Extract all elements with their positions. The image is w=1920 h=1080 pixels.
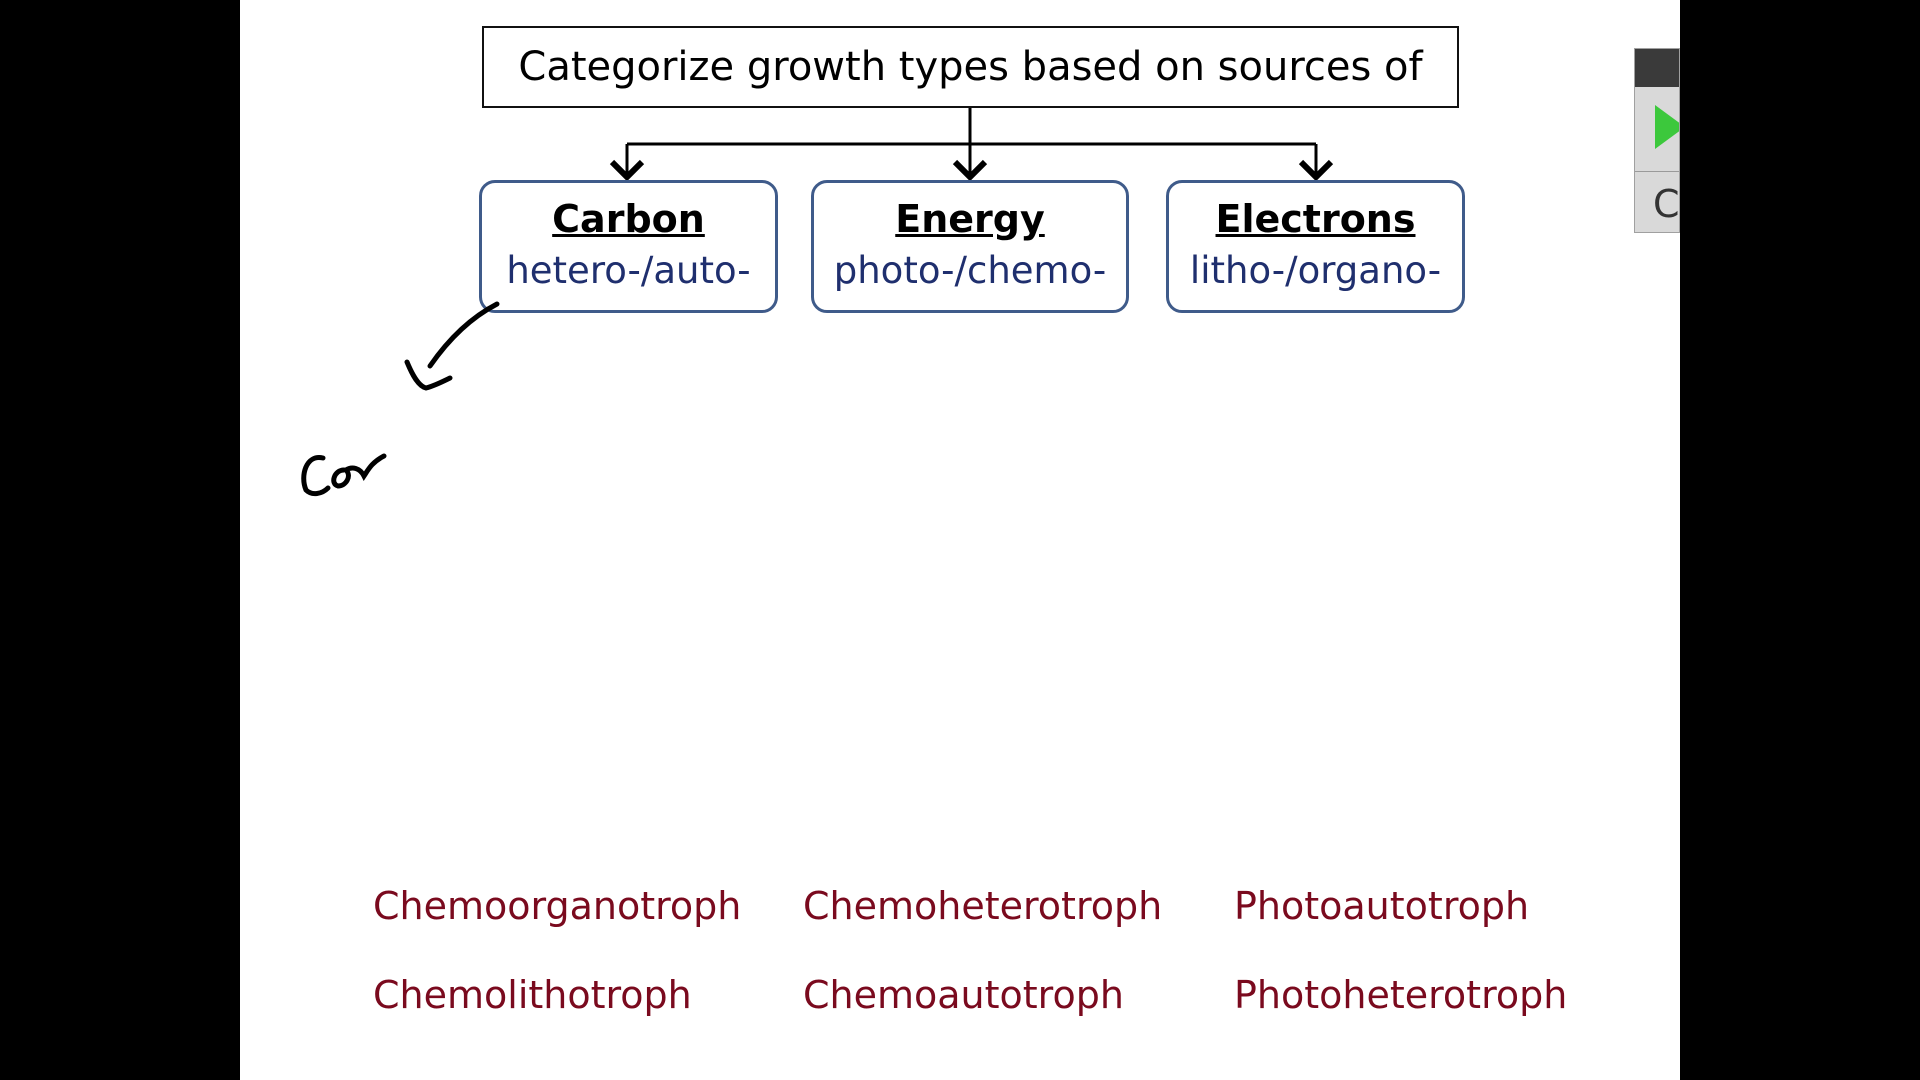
letterbox-right [1680, 0, 1920, 1080]
category-prefix-carbon: hetero-/auto- [506, 248, 751, 292]
category-name-carbon: Carbon [552, 197, 705, 241]
widget-glyph[interactable]: C [1653, 182, 1680, 226]
category-prefix-electrons: litho-/organo- [1189, 248, 1442, 292]
term-photoautotroph: Photoautotroph [1234, 884, 1530, 928]
category-box-energy: Energy photo-/chemo- [811, 180, 1129, 313]
widget-title-bar [1635, 49, 1679, 87]
category-name-energy: Energy [895, 197, 1045, 241]
widget-divider [1635, 171, 1679, 172]
term-chemoautotroph: Chemoautotroph [803, 973, 1124, 1017]
term-chemoheterotroph: Chemoheterotroph [803, 884, 1163, 928]
category-name-electrons: Electrons [1215, 197, 1416, 241]
play-icon[interactable] [1655, 105, 1679, 149]
diagram-title: Categorize growth types based on sources… [482, 26, 1459, 108]
term-chemolithotroph: Chemolithotroph [373, 973, 692, 1017]
category-box-electrons: Electrons litho-/organo- [1166, 180, 1465, 313]
term-photoheterotroph: Photoheterotroph [1234, 973, 1568, 1017]
term-chemoorganotroph: Chemoorganotroph [373, 884, 742, 928]
category-prefix-energy: photo-/chemo- [833, 248, 1107, 292]
letterbox-left [0, 0, 240, 1080]
category-box-carbon: Carbon hetero-/auto- [479, 180, 778, 313]
side-player-widget[interactable]: C [1634, 48, 1680, 233]
